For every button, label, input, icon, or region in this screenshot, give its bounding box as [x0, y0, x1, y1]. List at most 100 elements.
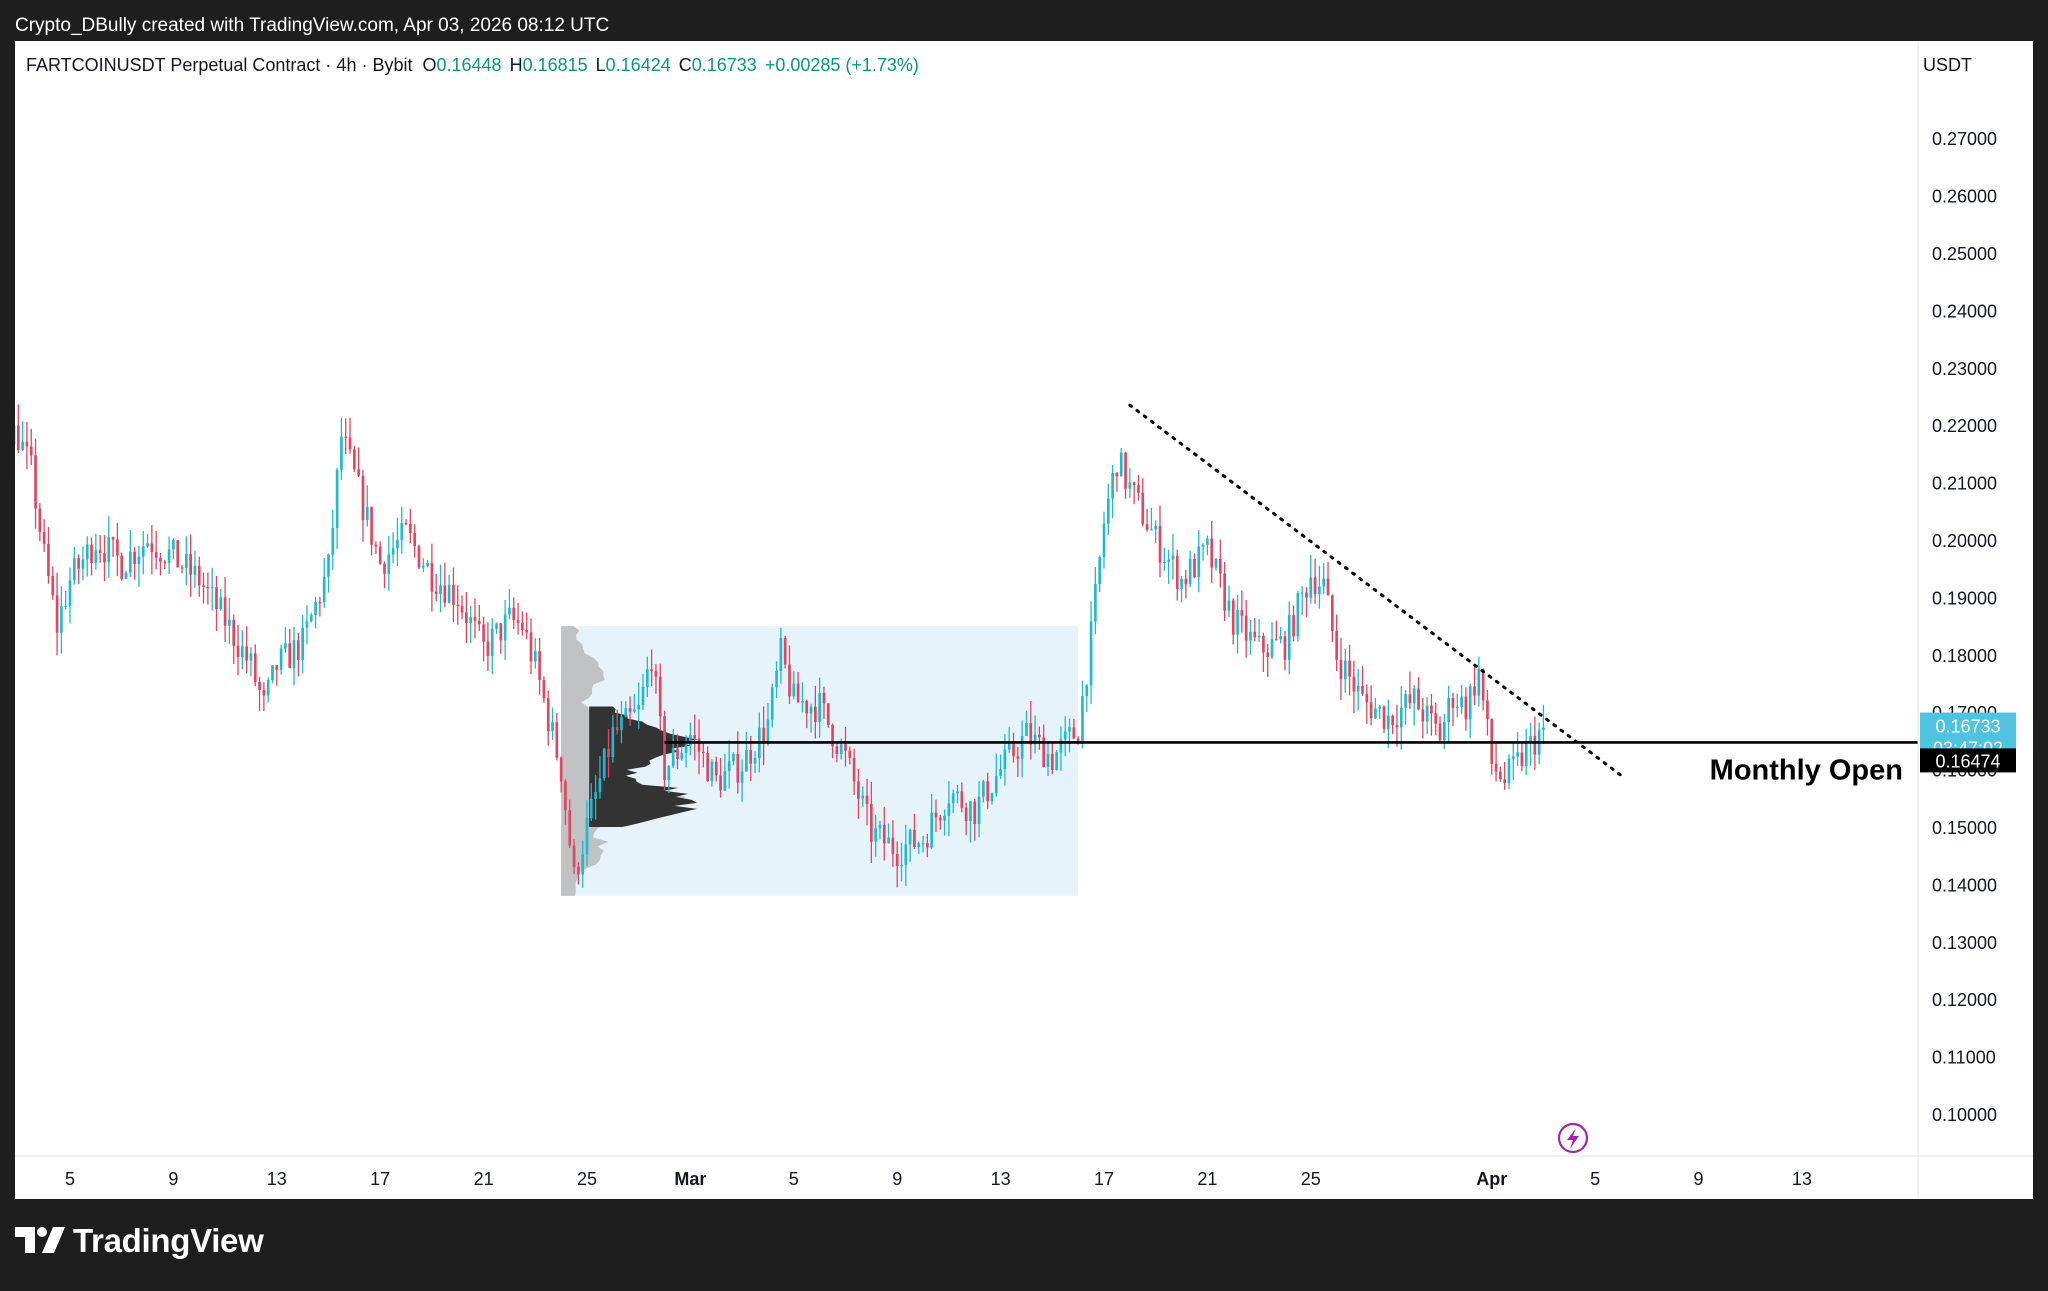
- candle-body: [232, 619, 236, 646]
- candle-body: [1141, 492, 1145, 525]
- candle-body: [279, 648, 283, 670]
- candle-body: [1507, 758, 1511, 784]
- candle: [1425, 696, 1429, 735]
- candle: [788, 645, 791, 705]
- candle-body: [1167, 559, 1170, 562]
- candle: [1417, 677, 1420, 711]
- candle: [1171, 533, 1175, 580]
- candle: [900, 843, 903, 882]
- candle: [275, 664, 279, 686]
- candle: [930, 793, 934, 849]
- candle: [55, 572, 59, 656]
- descending-trendline[interactable]: [1128, 403, 1623, 777]
- candle: [167, 536, 171, 574]
- symbol-legend[interactable]: FARTCOINUSDT Perpetual Contract · 4h · B…: [26, 55, 919, 76]
- candle-body: [1262, 635, 1265, 653]
- x-tick-label: 25: [1301, 1169, 1321, 1189]
- candle: [361, 469, 365, 542]
- candle-body: [848, 750, 852, 759]
- candle-body: [1029, 723, 1033, 745]
- candle-body: [1206, 538, 1209, 545]
- candle: [1068, 718, 1071, 753]
- chart-frame[interactable]: Monthly Open 0.10000 0.11000 0.12000 0.1300…: [15, 41, 2033, 1199]
- lightning-icon[interactable]: [1557, 1122, 1589, 1154]
- candle-body: [568, 810, 572, 846]
- candle-body: [284, 643, 287, 649]
- candle: [650, 649, 653, 687]
- candle: [396, 517, 399, 566]
- candle: [835, 741, 839, 763]
- candle-body: [814, 706, 817, 723]
- candle-body: [831, 724, 834, 747]
- monthly-open-label[interactable]: Monthly Open: [1710, 754, 1903, 786]
- candle-body: [344, 436, 348, 438]
- symbol-title[interactable]: FARTCOINUSDT Perpetual Contract · 4h · B…: [26, 55, 413, 75]
- x-tick-label: 9: [1694, 1169, 1704, 1189]
- currency-label[interactable]: USDT: [1923, 55, 1972, 75]
- candle: [81, 546, 85, 581]
- candle-body: [249, 653, 253, 661]
- candle: [1529, 722, 1532, 766]
- candle: [184, 536, 188, 586]
- candle: [348, 417, 352, 454]
- candle: [460, 595, 464, 620]
- candle-body: [107, 537, 111, 563]
- candle: [538, 638, 541, 695]
- price-chart[interactable]: Monthly Open 0.10000 0.11000 0.12000 0.1300…: [15, 41, 2033, 1199]
- candle-body: [1283, 636, 1287, 660]
- candle: [357, 447, 360, 478]
- candle: [16, 404, 20, 454]
- y-tick-label: 0.19000: [1932, 588, 1997, 608]
- candle-body: [1533, 735, 1537, 755]
- x-tick-label: 9: [168, 1169, 178, 1189]
- candle-body: [844, 744, 847, 751]
- x-tick-label: 5: [65, 1169, 75, 1189]
- candle: [801, 682, 804, 713]
- candle-body: [770, 687, 774, 720]
- candle: [1145, 509, 1149, 532]
- candle-body: [1197, 546, 1201, 578]
- candle: [1421, 697, 1425, 739]
- candle-body: [490, 628, 494, 656]
- candle-body: [577, 866, 580, 875]
- candle-body: [783, 638, 787, 665]
- candle-body: [706, 753, 709, 782]
- candle-body: [921, 842, 925, 845]
- candle-body: [370, 507, 373, 545]
- candle: [1063, 716, 1067, 757]
- candle-body: [85, 544, 89, 560]
- candle-body: [443, 585, 447, 603]
- candle-body: [357, 469, 360, 476]
- candle-body: [1249, 631, 1252, 641]
- candle-body: [1150, 529, 1153, 531]
- candle-body: [598, 778, 602, 793]
- candle: [645, 656, 649, 697]
- candle-body: [624, 708, 628, 717]
- candle: [271, 665, 274, 684]
- candle-body: [620, 716, 623, 731]
- candle: [197, 556, 201, 597]
- candle-body: [835, 746, 839, 755]
- candle-body: [1382, 706, 1386, 729]
- candle-body: [1421, 709, 1425, 722]
- candle: [1094, 567, 1097, 635]
- candle-body: [1430, 705, 1433, 714]
- candle-body: [874, 828, 877, 842]
- candle-body: [262, 689, 266, 696]
- candle-body: [81, 559, 85, 569]
- candle-body: [460, 606, 464, 613]
- candle-body: [1046, 753, 1050, 768]
- candle-body: [1162, 561, 1166, 564]
- candle-body: [167, 549, 171, 563]
- candle-body: [1119, 452, 1123, 477]
- candle: [413, 524, 417, 558]
- candle: [620, 701, 623, 744]
- candle: [1257, 619, 1261, 643]
- candle-body: [1412, 688, 1416, 704]
- candle-body: [206, 587, 210, 589]
- candle: [284, 627, 287, 653]
- candle-body: [525, 630, 529, 633]
- candle: [228, 597, 231, 644]
- candle: [288, 628, 292, 669]
- candle: [964, 802, 968, 836]
